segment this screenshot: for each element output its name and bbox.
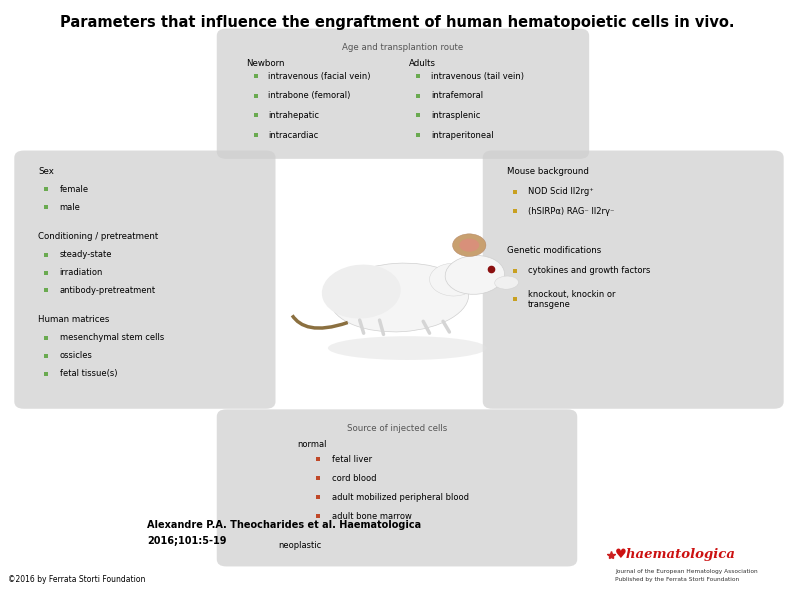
Text: intracardiac: intracardiac (268, 130, 318, 140)
Text: Source of injected cells: Source of injected cells (347, 424, 447, 433)
Ellipse shape (328, 336, 487, 360)
Text: ©2016 by Ferrata Storti Foundation: ©2016 by Ferrata Storti Foundation (8, 575, 145, 584)
Text: Newborn: Newborn (246, 60, 284, 68)
Text: NOD Scid Il2rg⁺: NOD Scid Il2rg⁺ (528, 187, 594, 196)
FancyBboxPatch shape (217, 29, 589, 159)
Text: Adults: Adults (409, 60, 436, 68)
Text: cytokines and growth factors: cytokines and growth factors (528, 266, 650, 275)
Text: normal: normal (298, 440, 327, 449)
Text: Age and transplantion route: Age and transplantion route (342, 43, 464, 52)
Text: (hSIRPα) RAG⁻ Il2rγ⁻: (hSIRPα) RAG⁻ Il2rγ⁻ (528, 206, 615, 216)
Ellipse shape (330, 263, 468, 332)
Text: steady-state: steady-state (60, 250, 112, 259)
Ellipse shape (453, 234, 486, 256)
Text: fetal liver: fetal liver (332, 455, 372, 464)
Text: neoplastic: neoplastic (278, 541, 321, 550)
Text: Genetic modifications: Genetic modifications (507, 246, 601, 255)
Text: irradiation: irradiation (60, 268, 103, 277)
Text: intraperitoneal: intraperitoneal (431, 130, 494, 140)
Ellipse shape (459, 239, 479, 252)
Text: intravenous (facial vein): intravenous (facial vein) (268, 71, 371, 81)
Text: adult bone marrow: adult bone marrow (332, 512, 412, 521)
Ellipse shape (495, 276, 518, 289)
Text: ♥haematologica: ♥haematologica (615, 548, 736, 561)
FancyBboxPatch shape (14, 151, 276, 409)
Text: Published by the Ferrata Storti Foundation: Published by the Ferrata Storti Foundati… (615, 577, 739, 582)
Text: female: female (60, 184, 89, 194)
Text: 2016;101:5-19: 2016;101:5-19 (147, 536, 226, 546)
Text: Parameters that influence the engraftment of human hematopoietic cells in vivo.: Parameters that influence the engraftmen… (60, 15, 734, 30)
Text: intravenous (tail vein): intravenous (tail vein) (431, 71, 524, 81)
Text: intrafemoral: intrafemoral (431, 91, 484, 101)
Text: intrabone (femoral): intrabone (femoral) (268, 91, 351, 101)
Text: mesenchymal stem cells: mesenchymal stem cells (60, 333, 164, 343)
Ellipse shape (445, 255, 504, 295)
Text: Mouse background: Mouse background (507, 167, 588, 176)
Text: intrasplenic: intrasplenic (431, 111, 480, 120)
FancyBboxPatch shape (217, 409, 577, 566)
Text: cord blood: cord blood (332, 474, 376, 483)
Text: fetal tissue(s): fetal tissue(s) (60, 369, 117, 378)
Text: antibody-pretreatment: antibody-pretreatment (60, 286, 156, 295)
Text: Human matrices: Human matrices (38, 315, 110, 324)
Text: Conditioning / pretreatment: Conditioning / pretreatment (38, 232, 158, 241)
FancyBboxPatch shape (483, 151, 784, 409)
Text: knockout, knockin or
transgene: knockout, knockin or transgene (528, 290, 615, 309)
Text: Sex: Sex (38, 167, 54, 176)
Ellipse shape (430, 263, 477, 296)
Text: ossicles: ossicles (60, 351, 92, 361)
Text: male: male (60, 202, 80, 212)
Text: adult mobilized peripheral blood: adult mobilized peripheral blood (332, 493, 469, 502)
Ellipse shape (322, 265, 401, 318)
Text: Journal of the European Hematology Association: Journal of the European Hematology Assoc… (615, 569, 758, 574)
Text: Alexandre P.A. Theocharides et al. Haematologica: Alexandre P.A. Theocharides et al. Haema… (147, 519, 421, 530)
Text: intrahepatic: intrahepatic (268, 111, 319, 120)
